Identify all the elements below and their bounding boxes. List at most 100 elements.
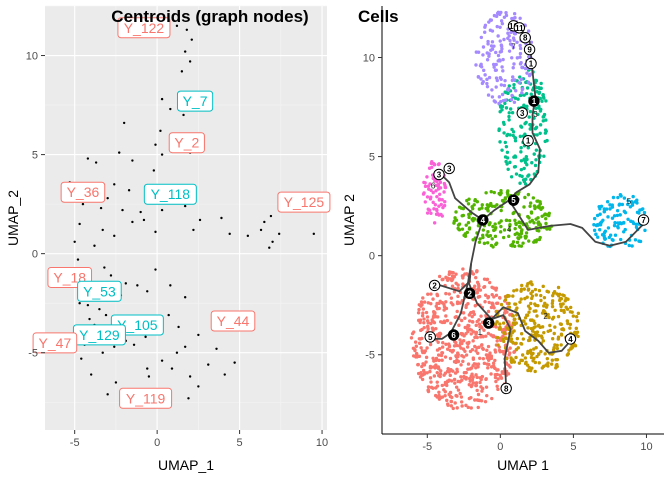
cell-point bbox=[479, 399, 484, 403]
cluster-3-cells bbox=[497, 65, 549, 186]
cell-point bbox=[518, 300, 522, 304]
cell-point bbox=[505, 162, 509, 166]
centroid-point bbox=[122, 121, 126, 125]
cell-point bbox=[420, 349, 424, 353]
cell-point bbox=[442, 319, 446, 323]
cell-point bbox=[518, 62, 523, 66]
trajectory-node-label: 3 bbox=[447, 164, 452, 173]
trajectory-node-label: 4 bbox=[481, 216, 486, 225]
trajectory-node-label: 8 bbox=[504, 384, 509, 393]
cell-point bbox=[490, 40, 495, 44]
cell-point bbox=[478, 380, 482, 385]
cell-point bbox=[503, 298, 508, 302]
branch-node-marker bbox=[447, 329, 460, 341]
cell-point bbox=[432, 207, 436, 211]
centroid-point bbox=[78, 301, 81, 305]
cell-point bbox=[513, 155, 518, 159]
cell-point bbox=[435, 380, 439, 384]
cell-point bbox=[436, 366, 441, 370]
cell-point bbox=[550, 299, 555, 303]
cell-point bbox=[480, 81, 485, 86]
cell-point bbox=[477, 284, 481, 288]
cell-point bbox=[544, 99, 548, 103]
cell-point bbox=[455, 309, 459, 314]
cell-point bbox=[450, 284, 455, 288]
cell-point bbox=[464, 353, 469, 357]
cell-point bbox=[432, 374, 437, 378]
cell-point bbox=[481, 53, 485, 57]
cell-point bbox=[527, 239, 531, 243]
cell-point bbox=[484, 334, 488, 338]
cell-point bbox=[486, 93, 491, 97]
cell-point bbox=[509, 356, 513, 360]
cell-point bbox=[488, 28, 493, 32]
cell-point bbox=[549, 362, 554, 366]
cell-point bbox=[522, 287, 527, 291]
centroid-point bbox=[154, 143, 157, 146]
cell-point bbox=[520, 283, 524, 288]
cell-point bbox=[490, 285, 494, 289]
cell-point bbox=[456, 223, 461, 227]
centroid-point bbox=[73, 240, 76, 243]
cell-point bbox=[437, 274, 442, 279]
cell-point bbox=[552, 331, 556, 336]
cell-point bbox=[489, 201, 493, 206]
cell-point bbox=[492, 44, 496, 48]
cell-point bbox=[463, 316, 467, 320]
cell-point bbox=[455, 343, 459, 348]
cell-point bbox=[507, 114, 511, 119]
cell-point bbox=[543, 352, 547, 356]
cell-point bbox=[449, 296, 454, 300]
centroid-point bbox=[263, 220, 266, 224]
cell-point bbox=[504, 336, 508, 341]
cell-point bbox=[498, 350, 502, 354]
cell-point bbox=[482, 361, 487, 366]
cell-point bbox=[509, 30, 513, 35]
cell-point bbox=[559, 304, 563, 309]
cell-point bbox=[534, 217, 538, 221]
cell-point bbox=[537, 361, 541, 365]
cell-point bbox=[502, 331, 507, 336]
cell-point bbox=[524, 120, 528, 125]
cell-point bbox=[518, 43, 522, 48]
cell-point bbox=[544, 305, 549, 309]
cell-point bbox=[574, 315, 579, 319]
x-tick-label: 10 bbox=[316, 437, 328, 449]
cell-point bbox=[523, 316, 528, 320]
cell-point bbox=[496, 59, 500, 63]
cell-point bbox=[493, 358, 497, 363]
cell-point bbox=[481, 233, 485, 237]
cell-point bbox=[523, 322, 528, 326]
cell-point bbox=[495, 372, 499, 377]
cell-point bbox=[542, 96, 546, 100]
cell-point bbox=[474, 63, 478, 67]
cell-point bbox=[462, 355, 466, 359]
cell-point bbox=[425, 211, 430, 215]
cell-point bbox=[449, 368, 454, 373]
cell-point bbox=[437, 198, 442, 202]
cell-point bbox=[515, 336, 520, 341]
cell-point bbox=[449, 404, 454, 408]
cell-point bbox=[445, 398, 449, 403]
cell-point bbox=[519, 146, 523, 150]
cell-point bbox=[594, 223, 599, 228]
cell-point bbox=[476, 288, 481, 292]
cell-point bbox=[603, 237, 607, 241]
cell-point bbox=[438, 320, 443, 324]
cell-point bbox=[507, 118, 511, 122]
cell-point bbox=[481, 45, 486, 49]
cell-point bbox=[453, 381, 457, 385]
cell-point bbox=[436, 353, 441, 357]
cell-point bbox=[504, 106, 509, 110]
cell-point bbox=[525, 295, 529, 299]
cell-point bbox=[440, 351, 445, 355]
centroid-point bbox=[188, 375, 192, 378]
trajectory-node-label: 2 bbox=[467, 289, 472, 298]
centroid-point bbox=[81, 202, 85, 206]
cell-point bbox=[443, 394, 447, 398]
cell-point bbox=[486, 42, 490, 46]
cell-point bbox=[460, 227, 465, 231]
trajectory-node: 2 bbox=[428, 279, 441, 292]
cell-point bbox=[561, 302, 565, 306]
